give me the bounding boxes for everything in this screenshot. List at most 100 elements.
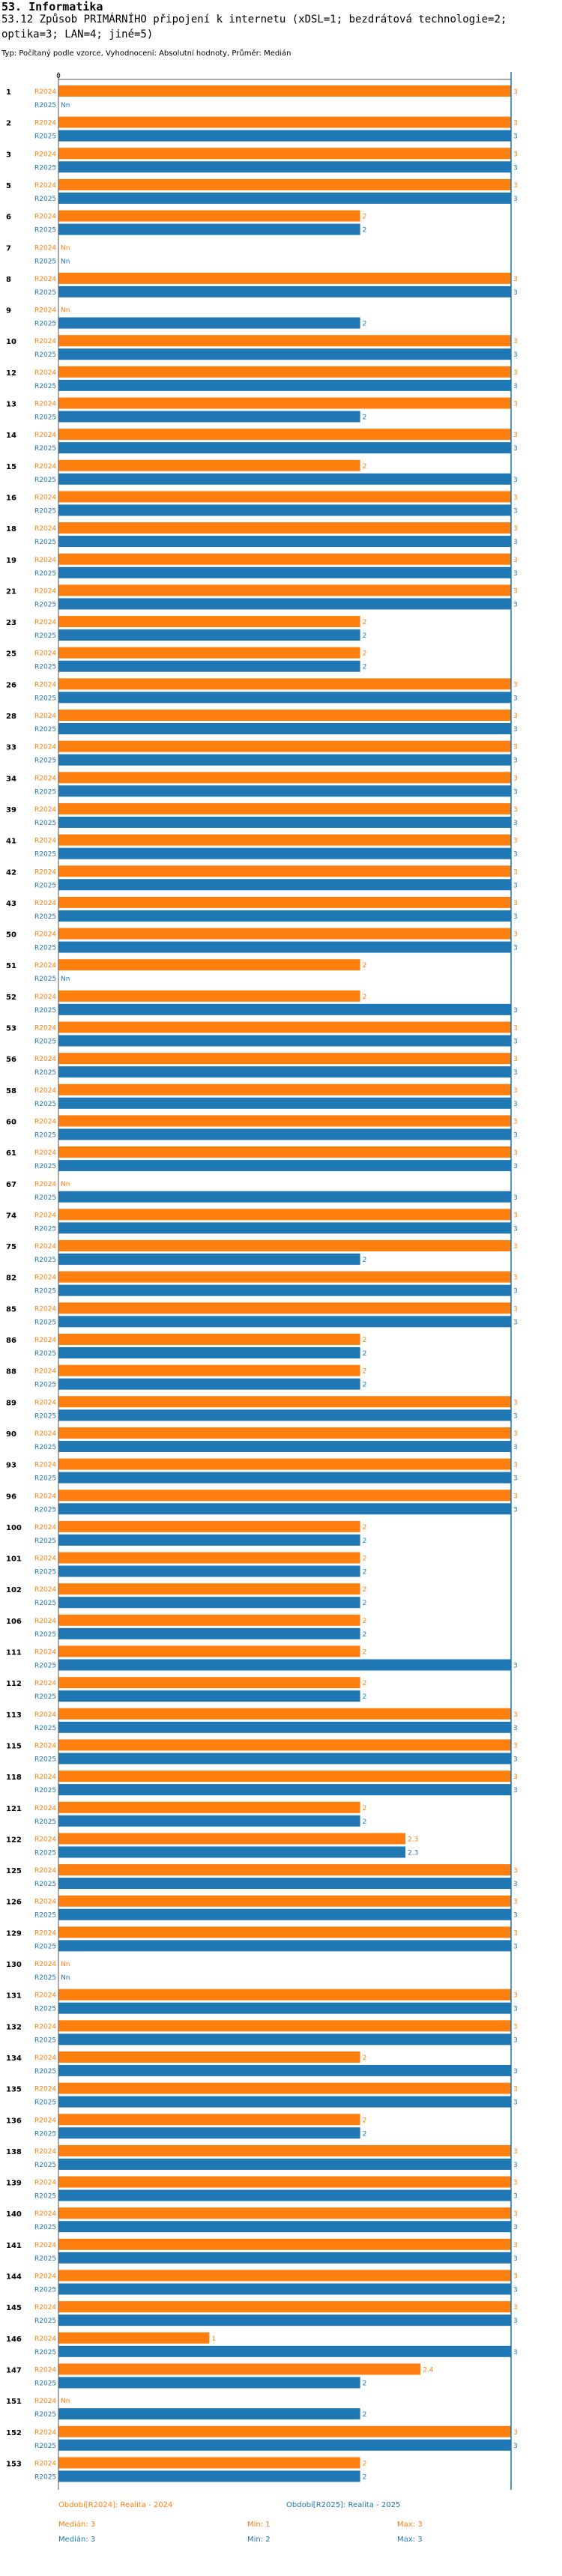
bar-r2024 bbox=[58, 366, 511, 378]
bar-r2025 bbox=[58, 2345, 511, 2357]
category-label: 140 bbox=[6, 2210, 22, 2219]
bar-r2025 bbox=[58, 2221, 511, 2233]
bar-r2025 bbox=[58, 2064, 511, 2076]
category-label: 135 bbox=[6, 2086, 22, 2094]
series-label: R2024 bbox=[34, 1586, 56, 1594]
data-label: 2 bbox=[363, 1257, 367, 1264]
question-title-line2: optika=3; LAN=4; jiné=5) bbox=[1, 28, 154, 40]
data-label: 3 bbox=[513, 1163, 518, 1170]
series-label: R2025 bbox=[34, 1038, 56, 1046]
bar-r2024 bbox=[58, 802, 511, 814]
series-label: R2024 bbox=[34, 1430, 56, 1438]
category-label: 10 bbox=[6, 338, 16, 346]
category-label: 13 bbox=[6, 401, 16, 409]
bar-r2024 bbox=[58, 491, 511, 503]
bar-r2024 bbox=[58, 1583, 360, 1595]
data-label: 3 bbox=[513, 1194, 518, 1202]
series-label: R2025 bbox=[34, 2193, 56, 2201]
series-label: R2025 bbox=[34, 289, 56, 297]
data-label: 2 bbox=[363, 2055, 367, 2062]
data-label: 3 bbox=[513, 601, 518, 608]
series-label: R2024 bbox=[34, 432, 56, 439]
data-label: 2.3 bbox=[408, 1836, 418, 1843]
category-label: 25 bbox=[6, 650, 16, 659]
bar-r2025 bbox=[58, 1066, 511, 1078]
data-label: 3 bbox=[513, 1305, 518, 1313]
series-label: R2025 bbox=[34, 383, 56, 390]
data-label: 2 bbox=[363, 1680, 367, 1687]
category-label: 93 bbox=[6, 1462, 16, 1470]
category-label: 88 bbox=[6, 1368, 16, 1376]
data-label: 3 bbox=[513, 1663, 518, 1670]
data-label: 3 bbox=[513, 806, 518, 814]
data-label: 2 bbox=[363, 463, 367, 471]
data-label: 3 bbox=[513, 1101, 518, 1108]
data-label: 3 bbox=[513, 2349, 518, 2356]
data-label: 3 bbox=[513, 2006, 518, 2013]
category-label: 96 bbox=[6, 1493, 16, 1501]
series-label: R2025 bbox=[34, 632, 56, 640]
series-label: R2024 bbox=[34, 1805, 56, 1812]
series-label: R2025 bbox=[34, 1569, 56, 1576]
bar-r2025 bbox=[58, 1534, 360, 1546]
category-label: 115 bbox=[6, 1742, 22, 1750]
series-label: R2025 bbox=[34, 1412, 56, 1420]
series-label: R2024 bbox=[34, 2273, 56, 2281]
series-label: R2025 bbox=[34, 2349, 56, 2356]
series-label: R2024 bbox=[34, 151, 56, 158]
category-label: 58 bbox=[6, 1087, 16, 1095]
series-label: R2024 bbox=[34, 276, 56, 283]
series-label: R2025 bbox=[34, 1912, 56, 1920]
series-label: R2024 bbox=[34, 1680, 56, 1687]
data-label: 2 bbox=[363, 632, 367, 640]
category-label: 1 bbox=[6, 88, 11, 97]
data-label: 3 bbox=[513, 2068, 518, 2075]
bar-r2024 bbox=[58, 1739, 511, 1751]
bar-r2024 bbox=[58, 116, 511, 128]
series-label: R2025 bbox=[34, 945, 56, 952]
series-label: R2024 bbox=[34, 619, 56, 626]
series-label: R2025 bbox=[34, 758, 56, 765]
category-label: 56 bbox=[6, 1056, 16, 1064]
bar-r2024 bbox=[58, 1053, 511, 1065]
series-label: R2024 bbox=[34, 1118, 56, 1125]
category-label: 60 bbox=[6, 1118, 16, 1126]
data-label: 2 bbox=[363, 1631, 367, 1639]
series-label: R2024 bbox=[34, 182, 56, 190]
data-label: 3 bbox=[513, 2443, 518, 2450]
data-label: 2 bbox=[363, 1368, 367, 1376]
legend-r2025-label: Období[R2025]: Realita - 2025 bbox=[286, 2501, 401, 2509]
bar-r2025 bbox=[58, 442, 511, 454]
series-label: R2025 bbox=[34, 1444, 56, 1451]
bar-r2025 bbox=[58, 1940, 511, 1952]
bar-r2024 bbox=[58, 2114, 360, 2126]
series-label: R2024 bbox=[34, 2180, 56, 2187]
data-label: 3 bbox=[513, 1899, 518, 1906]
series-label: R2025 bbox=[34, 1475, 56, 1483]
series-label: R2024 bbox=[34, 806, 56, 814]
data-label: 2 bbox=[363, 1524, 367, 1532]
bar-r2025 bbox=[58, 2252, 511, 2264]
bar-r2024 bbox=[58, 772, 511, 784]
data-label: Nn bbox=[61, 2398, 70, 2405]
category-label: 106 bbox=[6, 1618, 22, 1626]
bar-r2024 bbox=[58, 1801, 360, 1813]
series-label: R2025 bbox=[34, 913, 56, 921]
data-label: 2 bbox=[363, 1337, 367, 1344]
data-label: 3 bbox=[513, 1475, 518, 1483]
data-label: 3 bbox=[513, 2037, 518, 2044]
series-label: R2025 bbox=[34, 2068, 56, 2075]
data-label: 2 bbox=[363, 1693, 367, 1701]
data-label: 2 bbox=[363, 2380, 367, 2387]
legend-r2025-min: Min: 2 bbox=[247, 2536, 271, 2544]
series-label: R2025 bbox=[34, 2473, 56, 2481]
data-label: 3 bbox=[513, 151, 518, 158]
data-label: 3 bbox=[513, 775, 518, 782]
bar-r2024 bbox=[58, 1926, 511, 1938]
data-label: 2 bbox=[363, 619, 367, 626]
data-label: 3 bbox=[513, 1929, 518, 1937]
bar-r2024 bbox=[58, 710, 511, 721]
data-label: 3 bbox=[513, 507, 518, 515]
legend-r2025-median: Medián: 3 bbox=[58, 2536, 96, 2544]
category-label: 28 bbox=[6, 713, 16, 721]
